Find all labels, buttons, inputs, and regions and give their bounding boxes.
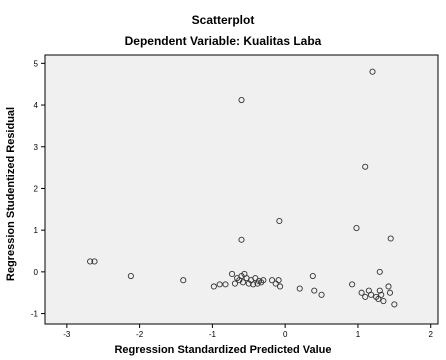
data-point [362,163,369,170]
data-point [252,275,259,282]
data-point [239,279,247,286]
data-point [378,291,385,298]
y-tick-label: 0 [34,268,39,277]
data-point [127,272,134,280]
data-point [238,96,245,104]
data-point [91,258,98,265]
data-point [362,293,369,300]
data-point [210,283,217,290]
chart-title: Scatterplot [191,13,255,27]
data-point [231,280,238,287]
data-point [269,277,276,284]
x-tick-label: -1 [209,330,217,339]
data-point [260,277,267,284]
x-tick-label: -2 [136,330,144,339]
data-point [228,270,236,278]
chart-subtitle: Dependent Variable: Kualitas Laba [124,34,322,48]
data-point [277,283,284,290]
data-point [180,277,187,284]
data-point [391,301,398,308]
data-point [276,217,283,225]
data-points [87,68,398,308]
y-axis-label: Regression Studentized Residual [5,106,17,282]
data-point [387,235,394,242]
plot-area [44,54,439,325]
data-point [376,287,383,294]
data-point [250,281,257,288]
y-tick-label: 5 [34,59,39,68]
y-tick-label: 3 [34,143,39,152]
data-point [358,289,365,296]
data-point [311,287,318,294]
data-point [367,291,375,298]
data-point [375,295,382,303]
data-point [318,291,325,298]
data-point [386,289,394,296]
y-tick-label: 4 [34,101,39,110]
x-tick-label: -3 [63,330,71,339]
axis-ticks: -3 -2 -1 0 1 2 -1 0 1 2 3 4 5 [31,59,434,339]
y-tick-label: 2 [34,184,39,193]
data-point [385,283,392,290]
data-point [87,258,94,265]
data-point [309,272,316,280]
data-point [376,268,383,275]
data-point [353,225,360,232]
data-point [369,68,376,75]
x-tick-label: 1 [356,330,361,339]
data-point [296,285,303,292]
y-tick-label: -1 [31,310,39,319]
data-point [380,298,387,305]
y-axis-label-container: Regression Studentized Residual [4,60,18,328]
data-point [216,281,223,288]
data-point [238,236,245,243]
x-axis-label: Regression Standardized Predicted Value [114,344,332,356]
y-tick-label: 1 [34,226,39,235]
data-point [349,281,356,288]
data-point [275,277,282,284]
x-tick-label: 2 [428,330,433,339]
x-tick-label: 0 [283,330,288,339]
data-point [222,281,229,288]
